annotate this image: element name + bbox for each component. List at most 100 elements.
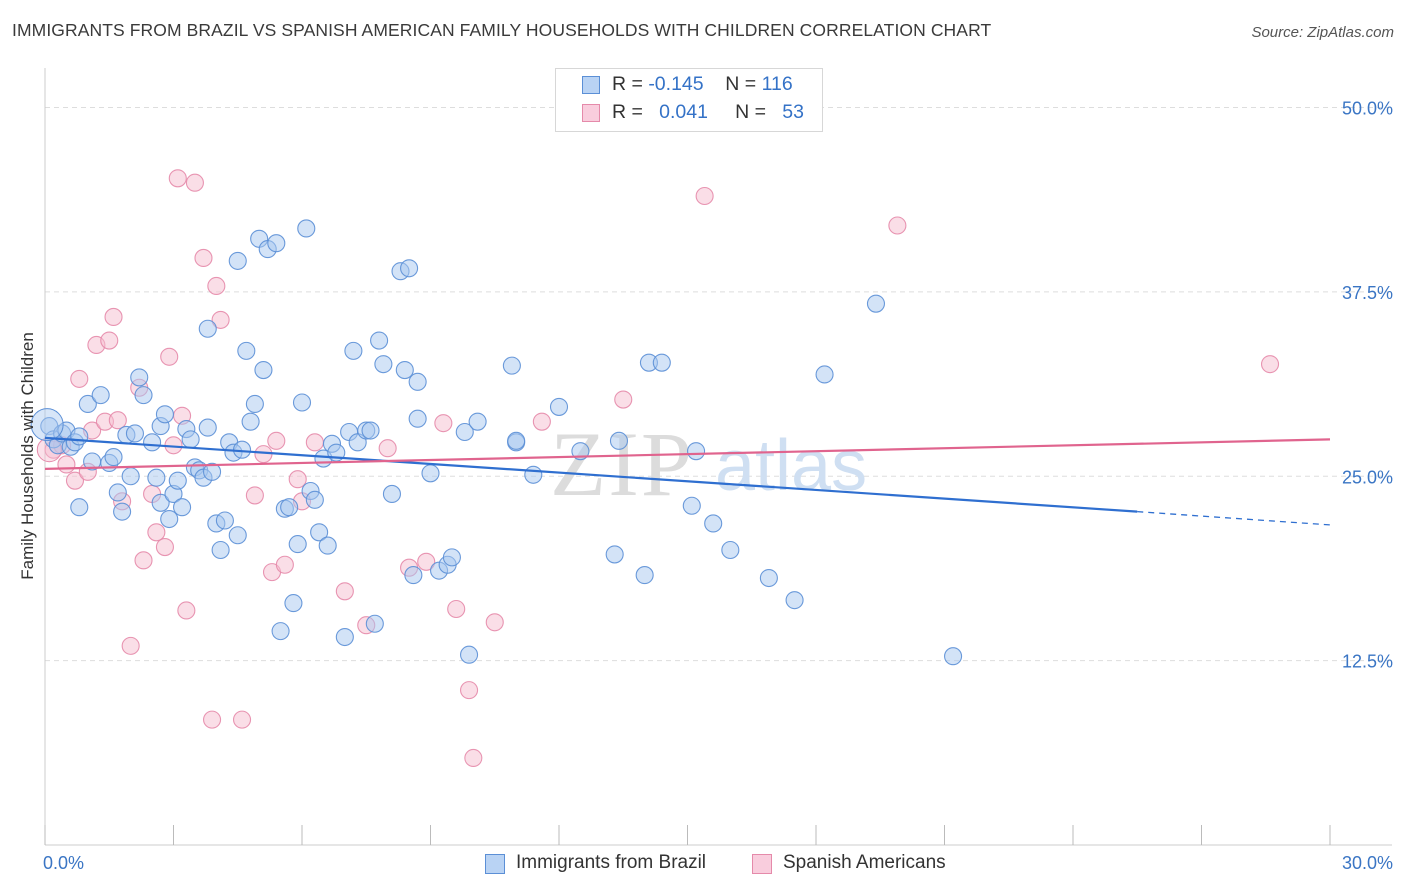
- brazil-point: [228, 251, 247, 270]
- spanish-americans-point: [207, 276, 226, 296]
- y-tick-label: 12.5%: [1342, 652, 1393, 672]
- brazil-point: [866, 294, 886, 313]
- spanish-americans-point: [695, 186, 714, 206]
- spanish-americans-point: [104, 307, 123, 327]
- brazil-point: [160, 509, 179, 529]
- spanish-americans-point: [134, 551, 153, 570]
- brazil-point: [400, 259, 419, 278]
- brazil-point: [365, 614, 384, 633]
- spanish-americans-point: [245, 486, 264, 505]
- legend-r-value: 0.041: [659, 101, 708, 123]
- legend-n-label: N =: [725, 73, 757, 95]
- brazil-point: [370, 331, 389, 350]
- y-tick-label: 50.0%: [1342, 99, 1393, 119]
- x-tick-label: 0.0%: [43, 853, 84, 873]
- brazil-point: [203, 462, 222, 481]
- brazil-point: [245, 394, 264, 414]
- spanish-americans-point: [168, 169, 187, 188]
- brazil-point: [507, 431, 526, 450]
- brazil-point: [228, 526, 247, 545]
- brazil-point: [237, 341, 256, 360]
- legend-r-label: R =: [612, 101, 643, 123]
- brazil-point: [785, 591, 804, 610]
- brazil-point: [310, 523, 329, 542]
- brazil-point: [70, 498, 89, 517]
- brazil-point: [292, 393, 312, 412]
- brazil-point: [215, 511, 234, 530]
- brazil-point: [181, 430, 200, 449]
- brazil-point: [91, 386, 110, 405]
- spanish-americans-point: [485, 613, 504, 632]
- brazil-point: [267, 234, 286, 253]
- source-label: Source: ZipAtlas.com: [1251, 24, 1394, 41]
- spanish-americans-point: [378, 439, 397, 458]
- spanish-americans-point: [177, 601, 196, 620]
- spanish-americans-point: [335, 582, 354, 601]
- brazil-point: [408, 409, 427, 428]
- legend-n-value: 53: [782, 101, 804, 123]
- spanish-americans-point: [888, 216, 907, 235]
- brazil-point: [143, 433, 162, 452]
- brazil-point: [704, 514, 723, 533]
- spanish-americans-point: [232, 710, 252, 729]
- grid-lines: [45, 107, 1392, 662]
- brazil-point: [134, 386, 153, 405]
- watermark: ZIP atlas: [550, 413, 867, 515]
- brazil-point: [944, 647, 963, 666]
- brazil-point: [395, 360, 414, 380]
- y-axis-title: Family Households with Children: [18, 332, 37, 580]
- spanish-americans-point: [57, 455, 76, 474]
- x-tick-label: 30.0%: [1342, 853, 1393, 873]
- brazil-point: [687, 442, 706, 461]
- brazil-point: [211, 540, 230, 560]
- brazil-point: [151, 493, 170, 512]
- brazil-point: [635, 566, 654, 585]
- spanish-americans-point: [288, 470, 307, 489]
- brazil-point: [335, 627, 354, 647]
- legend-swatch-blue: [582, 76, 600, 94]
- series-label-brazil: Immigrants from Brazil: [516, 852, 707, 873]
- spanish-trend-line: [44, 438, 1331, 470]
- brazil-point: [113, 502, 132, 521]
- brazil-point: [155, 405, 174, 424]
- spanish-americans-point: [160, 347, 179, 366]
- brazil-point: [125, 424, 144, 443]
- spanish-americans-point: [121, 636, 140, 655]
- brazil-point: [168, 471, 187, 490]
- brazil-point: [108, 483, 127, 502]
- spanish-americans-point: [155, 537, 174, 557]
- spanish-americans-point: [194, 248, 213, 268]
- spanish-americans-point: [305, 433, 324, 452]
- legend-n-label: N =: [735, 101, 766, 123]
- spanish-americans-point: [1260, 355, 1280, 374]
- legend-swatch-pink: [582, 104, 600, 122]
- brazil-point: [284, 594, 303, 613]
- series-swatch-pink: [752, 854, 772, 874]
- brazil-point: [382, 484, 402, 504]
- spanish-americans-point: [614, 390, 633, 409]
- spanish-americans-point: [532, 412, 551, 431]
- brazil-point: [280, 498, 299, 517]
- spanish-americans-point: [267, 431, 286, 450]
- y-tick-label: 37.5%: [1342, 283, 1393, 303]
- y-tick-label: 25.0%: [1342, 467, 1393, 487]
- legend-n-value: 116: [761, 73, 793, 95]
- brazil-point: [605, 545, 624, 564]
- brazil-point: [297, 219, 316, 238]
- brazil-trend-extension: [1137, 511, 1331, 526]
- legend-r-label: R =: [612, 73, 643, 95]
- brazil-point: [459, 645, 479, 664]
- spanish-americans-point: [447, 599, 466, 619]
- brazil-point: [652, 353, 671, 372]
- brazil-point: [549, 397, 569, 416]
- brazil-point: [524, 465, 543, 484]
- brazil-point: [173, 498, 192, 517]
- brazil-point: [254, 360, 273, 380]
- spanish-americans-point: [211, 310, 230, 329]
- brazil-points: [30, 219, 963, 666]
- brazil-point: [241, 412, 260, 431]
- spanish-americans-point: [70, 369, 89, 388]
- trend-lines: [44, 436, 1331, 526]
- chart-title: IMMIGRANTS FROM BRAZIL VS SPANISH AMERIC…: [12, 20, 992, 40]
